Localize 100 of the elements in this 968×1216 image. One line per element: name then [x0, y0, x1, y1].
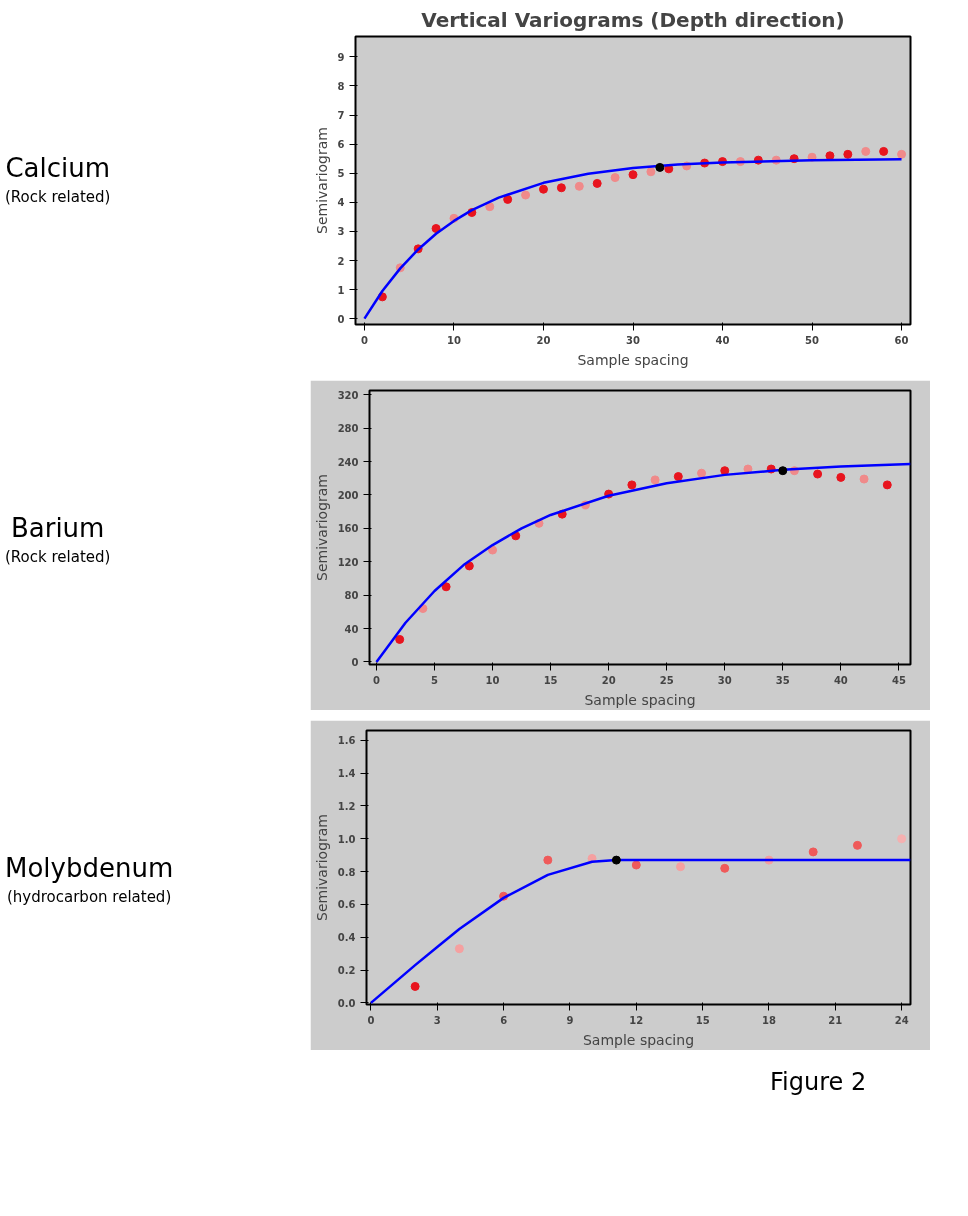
x-tick-label: 24	[894, 1014, 909, 1026]
x-tick-label: 60	[894, 334, 909, 346]
x-tick-label: 9	[566, 1014, 574, 1026]
x-tick-label: 20	[536, 334, 551, 346]
x-tick-label: 0	[360, 334, 368, 346]
point	[410, 981, 420, 991]
text: Molybdenum	[5, 852, 174, 885]
point	[592, 178, 602, 188]
point	[897, 834, 907, 844]
y-tick-label: 40	[344, 623, 359, 635]
point	[861, 146, 871, 156]
x-tick-label: 20	[601, 674, 616, 686]
x-tick-label: 3	[433, 1014, 441, 1026]
point	[610, 173, 620, 183]
x-tick-label: 6	[500, 1014, 508, 1026]
point	[813, 469, 823, 479]
point	[631, 860, 641, 870]
x-axis-title: Sample spacing	[582, 1031, 695, 1048]
x-axis-title: Sample spacing	[584, 691, 696, 708]
y-tick-label: 2	[337, 255, 345, 267]
x-tick-label: 40	[715, 334, 730, 346]
point	[897, 149, 907, 159]
x-tick-label: 50	[805, 334, 820, 346]
x-tick-label: 5	[431, 674, 439, 686]
x-tick-label: 18	[762, 1014, 776, 1026]
point	[882, 480, 892, 490]
x-axis-title: Sample spacing	[577, 351, 689, 368]
point	[441, 582, 451, 592]
x-tick-label: 30	[626, 334, 640, 346]
x-tick-label: 12	[629, 1014, 644, 1026]
text: Calcium	[5, 152, 111, 185]
point	[646, 167, 656, 177]
x-tick-label: 21	[828, 1014, 843, 1026]
point	[488, 545, 498, 555]
point	[431, 224, 441, 233]
point	[611, 855, 621, 865]
y-axis-title: Semivariogram	[313, 814, 330, 921]
x-tick-label: 0	[372, 674, 380, 686]
text: (Rock related)	[5, 187, 111, 209]
chart-title: Vertical Variograms (Depth direction)	[421, 7, 845, 32]
y-axis-title: Semivariogram	[313, 127, 330, 234]
x-tick-label: 30	[717, 674, 732, 686]
y-tick-label: 200	[337, 489, 359, 501]
y-tick-label: 120	[337, 556, 359, 568]
y-tick-label: 4	[337, 197, 345, 209]
y-tick-label: 3	[337, 226, 345, 238]
y-tick-label: 6	[337, 139, 345, 151]
point	[574, 181, 584, 191]
caption: Figure 2	[770, 1067, 867, 1098]
point	[627, 480, 637, 490]
point	[628, 170, 638, 180]
y-tick-label: 0.4	[337, 932, 356, 944]
y-tick-label: 280	[337, 423, 359, 435]
x-tick-label: 0	[367, 1014, 375, 1026]
x-tick-label: 10	[447, 334, 461, 346]
x-tick-label: 40	[833, 674, 848, 686]
y-tick-label: 80	[344, 590, 359, 602]
point	[538, 184, 548, 194]
x-tick-label: 15	[695, 1014, 710, 1026]
x-tick-label: 35	[775, 674, 790, 686]
y-tick-label: 0.8	[337, 866, 356, 878]
y-tick-label: 240	[337, 456, 359, 468]
point	[503, 194, 513, 204]
point	[556, 183, 566, 193]
y-tick-label: 7	[337, 110, 345, 122]
y-tick-label: 320	[337, 389, 359, 401]
point	[778, 466, 788, 476]
point	[808, 847, 818, 857]
y-tick-label: 1.2	[337, 800, 356, 812]
point	[852, 840, 862, 850]
y-axis-title: Semivariogram	[313, 474, 330, 581]
point	[843, 149, 853, 159]
text: (Rock related)	[5, 547, 111, 569]
y-tick-label: 5	[337, 168, 345, 180]
point	[676, 862, 686, 872]
y-tick-label: 9	[337, 51, 345, 63]
y-tick-label: 1	[337, 284, 345, 296]
point	[879, 146, 889, 156]
x-tick-label: 25	[659, 674, 674, 686]
text: Barium	[9, 512, 106, 545]
point	[454, 944, 464, 954]
x-tick-label: 15	[543, 674, 558, 686]
point	[673, 472, 683, 482]
y-tick-label: 0.0	[337, 997, 356, 1009]
point	[720, 863, 730, 873]
point	[697, 468, 707, 478]
x-tick-label: 45	[891, 674, 906, 686]
line-series	[375, 462, 911, 664]
x-tick-label: 10	[485, 674, 500, 686]
point	[395, 634, 405, 644]
y-tick-label: 1.0	[337, 833, 356, 845]
point	[859, 474, 869, 484]
y-tick-label: 8	[337, 80, 345, 92]
point	[836, 472, 846, 482]
y-tick-label: 0	[337, 313, 345, 325]
y-tick-label: 0.6	[337, 899, 356, 911]
text: (hydrocarbon related)	[6, 887, 173, 909]
point	[650, 475, 660, 485]
point	[655, 162, 665, 172]
point	[543, 855, 553, 865]
